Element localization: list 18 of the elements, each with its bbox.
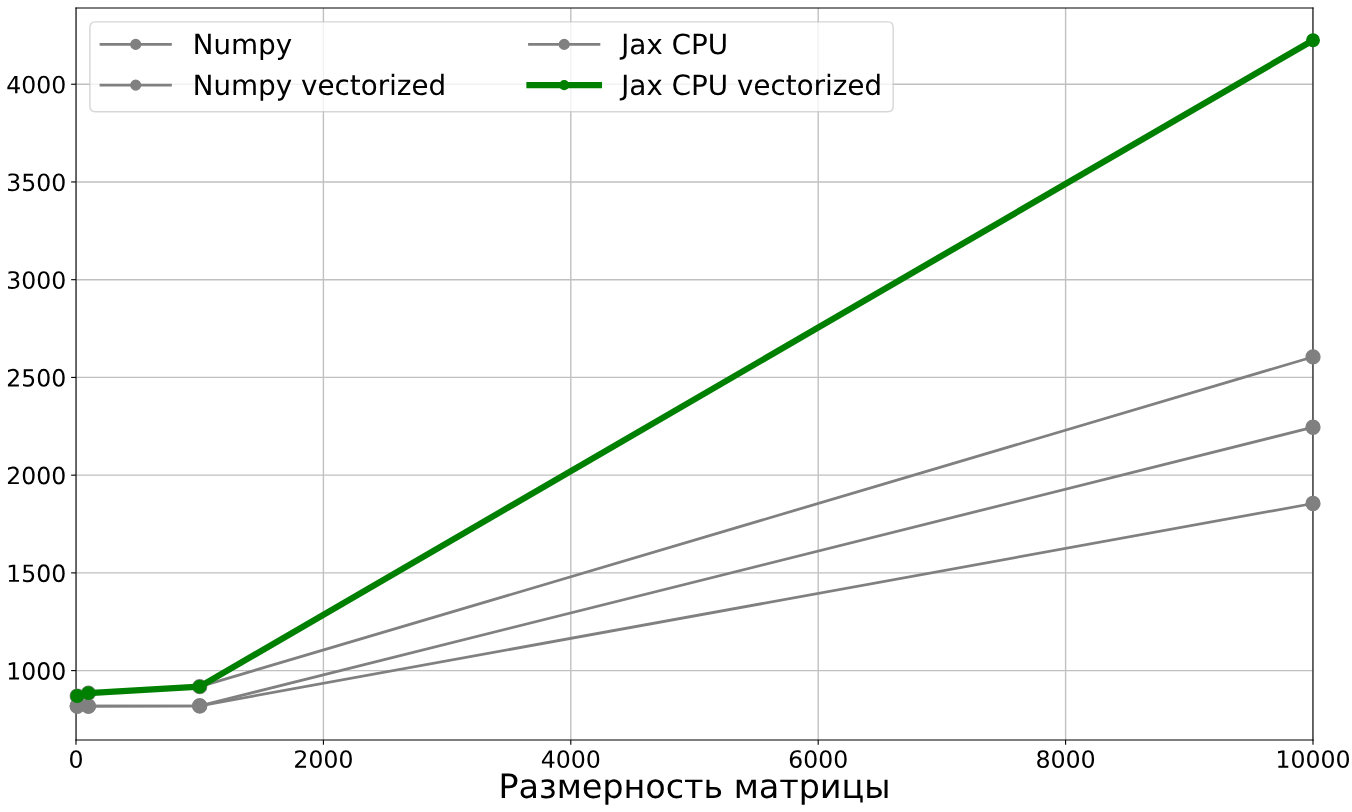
y-tick-label: 1000	[8, 662, 65, 680]
legend-label: Numpy vectorized	[195, 73, 444, 101]
legend-label: Jax CPU	[619, 33, 726, 60]
y-tick-label: 3500	[7, 173, 65, 192]
x-tick-label: 6000	[789, 750, 847, 768]
y-tick-label: 2500	[7, 368, 65, 387]
x-tick-label: 10000	[1278, 750, 1349, 768]
y-tick-label: 3000	[7, 271, 65, 289]
x-tick-label: 8000	[1037, 750, 1095, 768]
legend-label: Jax CPU vectorized	[619, 73, 880, 101]
x-axis-title: Размерность матрицы	[501, 773, 888, 805]
legend-label: Numpy	[195, 33, 292, 60]
y-tick-label: 4000	[7, 75, 65, 94]
x-tick-label: 4000	[541, 750, 600, 768]
y-tick-label: 2000	[7, 466, 65, 485]
x-tick-label: 2000	[295, 750, 352, 768]
x-tick-label: 0	[70, 750, 82, 768]
y-tick-label: 1500	[8, 564, 65, 583]
